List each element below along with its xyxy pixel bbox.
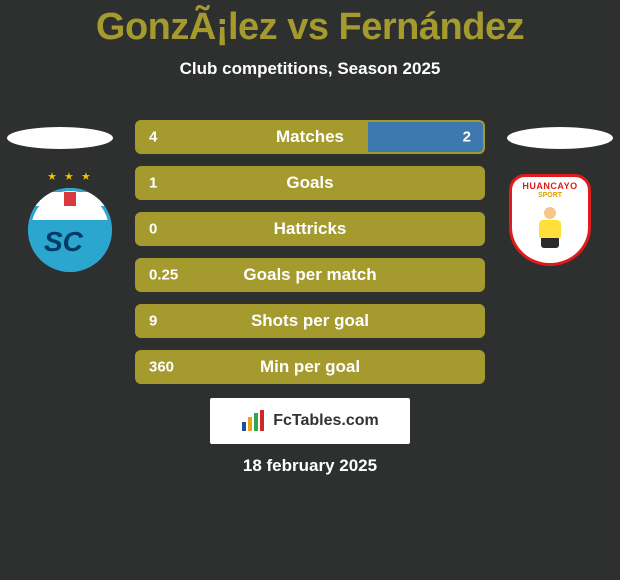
stats-panel: 42Matches 1Goals 0Hattricks 0.25Goals per m… <box>135 120 485 396</box>
badge-subtitle: SPORT <box>512 192 588 199</box>
bar-chart-icon <box>241 410 267 432</box>
page-subtitle: Club competitions, Season 2025 <box>0 59 620 79</box>
badge-stars-icon: ★ ★ ★ <box>20 170 120 183</box>
badge-title: HUANCAYO <box>512 181 588 191</box>
stat-row-spg: 9Shots per goal <box>135 304 485 338</box>
page-title: GonzÃ¡lez vs Fernández <box>0 0 620 49</box>
stat-label: Goals <box>137 173 483 193</box>
player1-marker-ellipse <box>7 127 113 149</box>
stat-row-gpm: 0.25Goals per match <box>135 258 485 292</box>
stat-row-mpg: 360Min per goal <box>135 350 485 384</box>
stat-row-hattricks: 0Hattricks <box>135 212 485 246</box>
footer-date: 18 february 2025 <box>0 456 620 476</box>
stat-row-goals: 1Goals <box>135 166 485 200</box>
stat-label: Goals per match <box>137 265 483 285</box>
stat-label: Min per goal <box>137 357 483 377</box>
badge-initials: SC <box>44 226 83 258</box>
player2-marker-ellipse <box>507 127 613 149</box>
stat-row-matches: 42Matches <box>135 120 485 154</box>
player2-team-badge: HUANCAYO SPORT <box>500 170 600 270</box>
player-icon <box>536 207 564 247</box>
stat-label: Hattricks <box>137 219 483 239</box>
stat-label: Matches <box>137 127 483 147</box>
watermark: FcTables.com <box>210 398 410 444</box>
player1-team-badge: ★ ★ ★ SC <box>20 180 120 280</box>
stat-label: Shots per goal <box>137 311 483 331</box>
watermark-text: FcTables.com <box>273 412 379 430</box>
